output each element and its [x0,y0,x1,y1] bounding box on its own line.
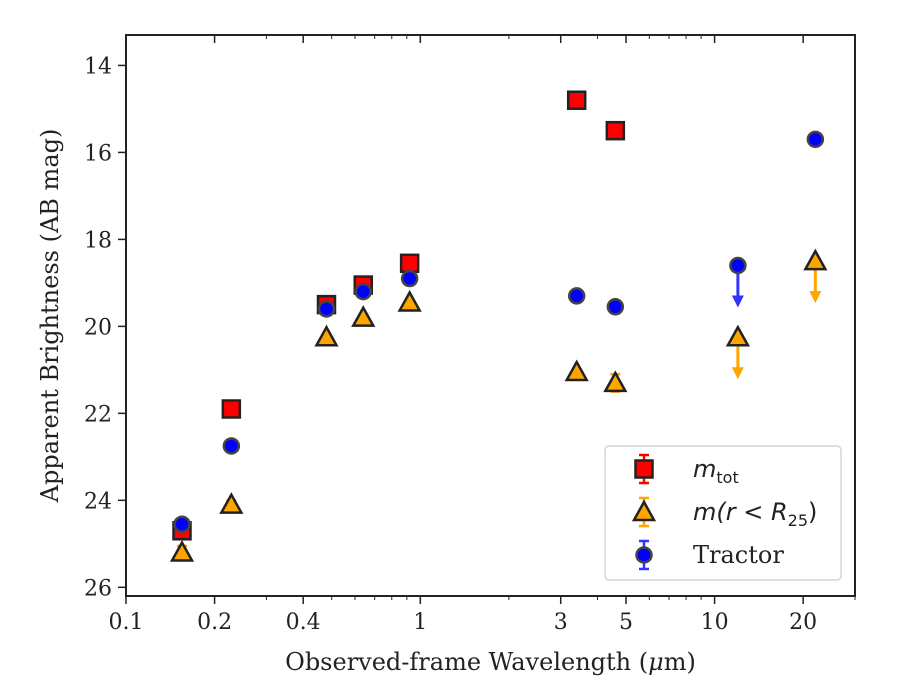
x-tick-label: 0.4 [286,610,321,635]
legend-label: Tractor [693,541,784,569]
legend-item-mtot: mtot [634,453,739,487]
series-mr25 [169,248,828,562]
legend-box [604,445,842,581]
y-tick-label: 24 [84,489,112,514]
tractor-marker [317,300,336,318]
x-tick-label: 0.2 [197,610,232,635]
tractor-marker [400,269,419,288]
y-tick-label: 26 [84,576,112,601]
data-points [169,90,828,562]
x-tick-label: 3 [554,610,568,635]
y-axis-label: Apparent Brightness (AB mag) [36,129,64,504]
tractor-marker [729,256,747,275]
x-tick-label: 5 [619,610,633,635]
x-tick-label: 20 [789,610,817,635]
legend-item-tractor: Tractor [635,539,784,571]
mr25-upper-limit-arrow-head [731,367,744,380]
legend-label: m(r < R25) [693,498,817,530]
x-tick-label: 1 [413,610,427,635]
mr25-marker [314,324,339,347]
mr25-marker [169,539,195,562]
y-tick-label: 16 [84,141,112,166]
mr25-marker [564,359,589,382]
x-tick-label: 10 [701,610,729,635]
x-tick-label: 0.1 [109,610,144,635]
legend-marker [635,546,653,564]
y-tick-label: 14 [84,54,112,79]
y-tick-label: 22 [84,402,112,427]
tractor-marker [173,515,191,533]
y-tick-label: 20 [84,315,112,340]
legend-marker [634,459,654,479]
x-axis-label: Observed-frame Wavelength (μm) [285,648,696,676]
mr25-upper-limit-arrow-head [809,291,822,304]
mtot-marker [605,120,626,141]
legend-item-mr25: m(r < R25) [631,496,817,530]
mr25-marker [603,370,628,393]
y-tick-label: 18 [84,228,112,253]
series-tractor [173,130,825,533]
mr25-marker [397,289,422,312]
mtot-marker [221,399,242,419]
plot-frame [125,34,856,597]
mr25-marker [725,324,751,347]
tractor-marker [606,298,625,316]
mr25-marker [219,492,244,514]
tractor-marker [222,437,241,455]
mtot-marker [566,90,587,110]
tractor-marker [567,287,586,305]
mr25-marker [803,248,828,271]
y-axis-ticks: 14 16 18 20 22 24 26 [84,54,126,601]
legend: mtot m(r < R25) Tractor [604,445,842,581]
tractor-marker [806,130,825,149]
legend-marker [631,499,657,522]
series-mtot [172,90,626,541]
tractor-marker [354,282,373,301]
mr25-marker [351,305,376,327]
tractor-upper-limit-arrow-head [731,295,744,308]
mtot-marker [399,253,420,274]
x-axis-ticks: 0.1 0.2 0.4 1 3 5 10 20 [109,35,856,635]
legend-label: mtot [693,455,739,487]
